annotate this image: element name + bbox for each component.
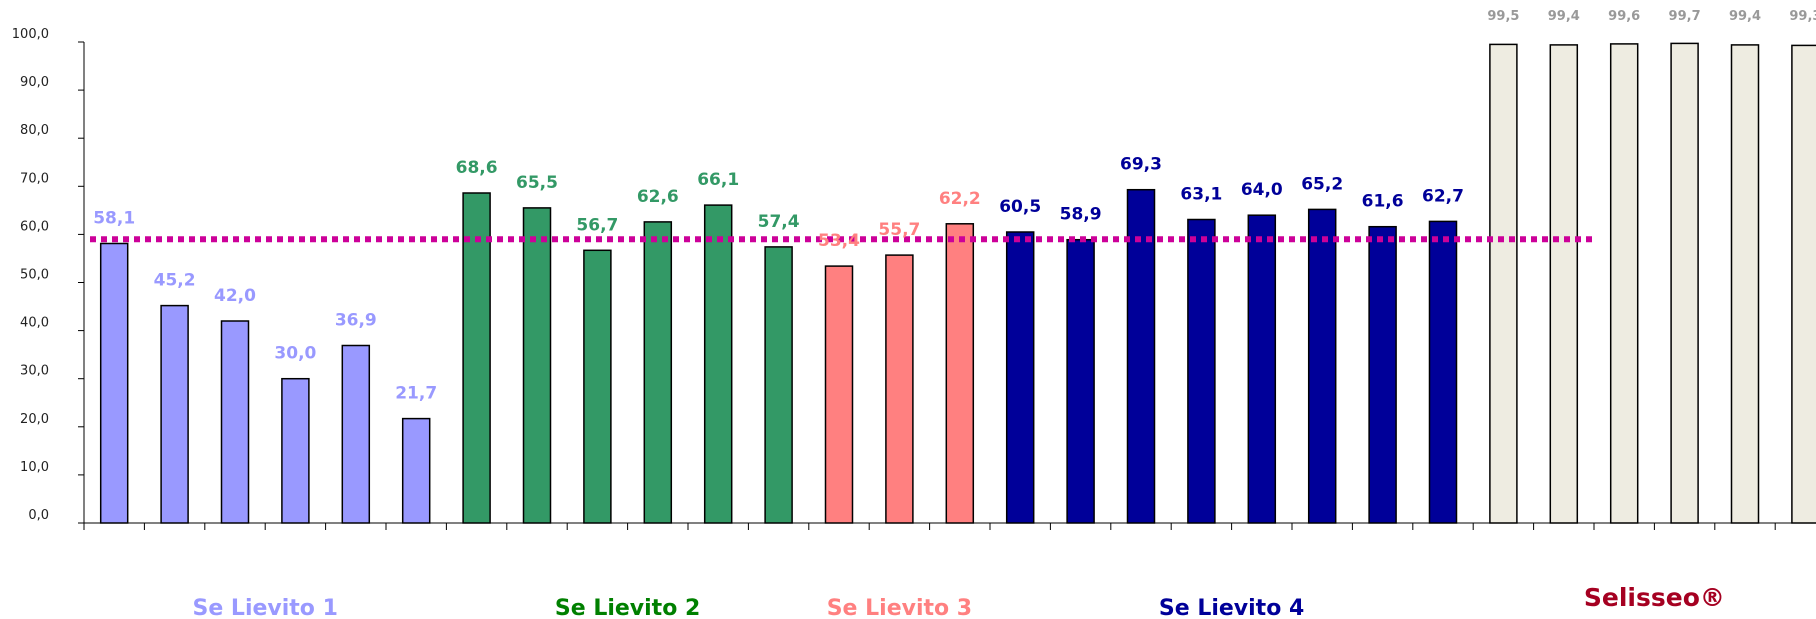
group-label: Se Lievito 1 — [193, 596, 338, 619]
y-tick-label: 10,0 — [20, 460, 49, 475]
y-tick-label: 60,0 — [20, 219, 49, 234]
data-label: 63,1 — [1180, 185, 1222, 205]
y-tick-label: 0,0 — [28, 508, 49, 523]
data-label: 64,0 — [1241, 180, 1283, 200]
y-tick-label: 30,0 — [20, 364, 49, 379]
y-tick-label: 100,0 — [12, 27, 49, 42]
bar — [462, 192, 491, 524]
data-label: 53,4 — [818, 231, 860, 251]
bar — [1247, 214, 1277, 524]
data-label: 58,1 — [93, 209, 135, 229]
data-label: 62,6 — [637, 187, 679, 207]
group-label: Se Lievito 4 — [1159, 596, 1304, 619]
data-label: 57,4 — [758, 212, 800, 232]
data-label: 68,6 — [456, 158, 498, 178]
bar — [1730, 44, 1760, 524]
data-label: 21,7 — [395, 384, 437, 404]
bar — [1609, 43, 1639, 524]
bar — [522, 207, 552, 524]
bar — [1791, 44, 1816, 524]
bar — [1066, 238, 1095, 524]
data-label: 99,4 — [1729, 9, 1761, 24]
bar — [1307, 208, 1337, 524]
group-label: Selisseo® — [1584, 583, 1725, 612]
bar — [885, 254, 914, 524]
bar — [583, 249, 612, 524]
data-label: 65,5 — [516, 173, 558, 193]
y-tick-label: 20,0 — [20, 412, 49, 427]
bar — [160, 304, 189, 524]
bar — [764, 246, 793, 524]
data-label: 65,2 — [1301, 174, 1343, 194]
data-labels: 58,1 45,2 42,0 30,0 36,9 21,7 68,6 65,5 56,7 62,6… — [93, 9, 1816, 404]
bar — [703, 204, 733, 524]
y-tick-label: 50,0 — [20, 268, 49, 283]
bar — [824, 265, 854, 524]
data-label: 56,7 — [576, 215, 618, 235]
bar — [1670, 42, 1699, 524]
data-label: 42,0 — [214, 286, 256, 306]
data-label: 62,7 — [1422, 186, 1464, 206]
data-label: 58,9 — [1060, 205, 1102, 225]
bar — [945, 223, 975, 524]
bar — [1489, 43, 1518, 524]
y-tick-label: 90,0 — [20, 75, 49, 90]
data-label: 99,4 — [1548, 9, 1580, 24]
group-label: Se Lievito 3 — [827, 596, 972, 619]
y-tick-label: 80,0 — [20, 123, 49, 138]
group-labels: Se Lievito 1 Se Lievito 2 Se Lievito 3 Se L… — [193, 583, 1725, 619]
data-label: 99,3 — [1789, 9, 1816, 24]
data-label: 60,5 — [999, 197, 1041, 217]
group-label: Se Lievito 2 — [555, 596, 700, 619]
data-label: 62,2 — [939, 189, 981, 209]
bars — [99, 42, 1816, 524]
data-label: 45,2 — [154, 271, 196, 291]
data-label: 55,7 — [878, 220, 920, 240]
bar — [1428, 220, 1458, 524]
bar — [281, 377, 310, 524]
data-label: 66,1 — [697, 170, 739, 190]
data-label: 30,0 — [274, 344, 316, 364]
data-label: 61,6 — [1362, 192, 1404, 212]
data-label: 99,5 — [1487, 9, 1519, 24]
data-label: 99,7 — [1669, 9, 1701, 24]
bar — [220, 320, 250, 524]
data-label: 99,6 — [1608, 9, 1640, 24]
data-label: 36,9 — [335, 311, 377, 331]
bar — [1005, 231, 1035, 524]
bar — [341, 344, 371, 524]
bar — [401, 417, 431, 524]
bar — [643, 221, 673, 524]
data-label: 69,3 — [1120, 155, 1162, 175]
y-tick-label: 40,0 — [20, 316, 49, 331]
bar — [1368, 225, 1397, 524]
y-tick-label: 70,0 — [20, 171, 49, 186]
y-axis: 0,0 10,0 20,0 30,0 40,0 50,0 60,0 70,0 80,0 90,0 1… — [12, 27, 1816, 530]
bar — [1549, 44, 1579, 524]
bar — [1126, 188, 1156, 524]
bar — [1187, 218, 1216, 524]
bar — [99, 242, 129, 524]
